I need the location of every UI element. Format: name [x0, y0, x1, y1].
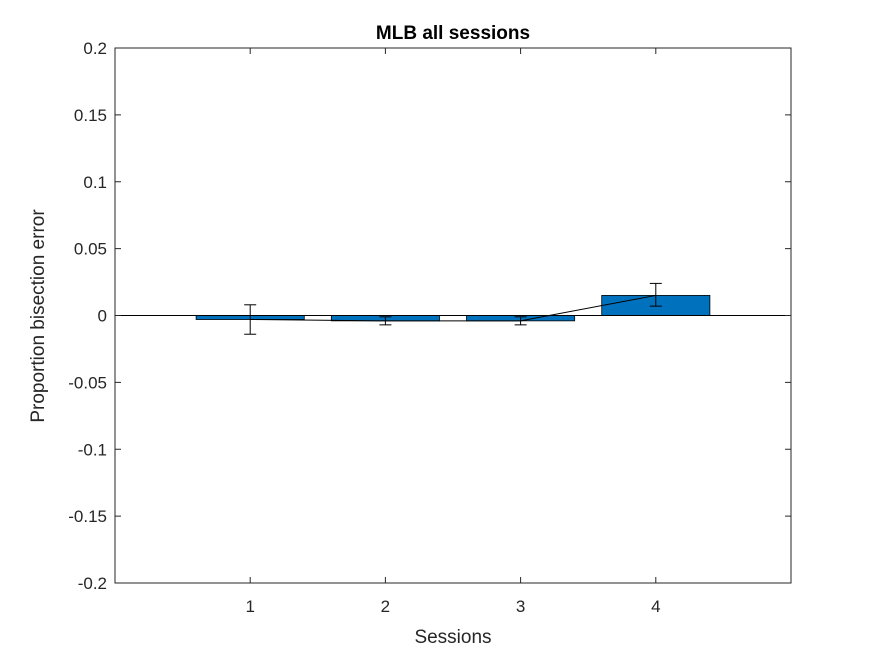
y-tick-label: 0.2	[83, 39, 107, 58]
trend-line	[250, 294, 656, 322]
error-bar-session-1	[244, 304, 257, 335]
error-bars-group	[244, 282, 662, 335]
y-tick-label: 0.1	[83, 173, 107, 192]
error-bar-session-3	[514, 316, 527, 326]
y-axis-ticks: 0.2 0.15 0.1 0.05 0 -0.05 -0.1 -0.15 -0.2	[68, 39, 791, 593]
x-axis-label: Sessions	[414, 627, 491, 648]
y-tick-label: -0.2	[78, 574, 107, 593]
error-bar-session-4	[649, 282, 662, 307]
x-tick-label: 3	[516, 597, 525, 616]
y-tick-label: -0.1	[78, 440, 107, 459]
error-bar-session-2	[379, 316, 392, 326]
y-tick-label: 0	[98, 307, 107, 326]
y-axis-label: Proportion bisection error	[28, 209, 49, 423]
y-tick-label: -0.05	[68, 373, 107, 392]
x-tick-label: 1	[245, 597, 254, 616]
chart-title: MLB all sessions	[376, 23, 530, 44]
x-tick-label: 4	[651, 597, 660, 616]
y-tick-label: 0.15	[74, 106, 107, 125]
trend-line-group	[250, 294, 656, 322]
x-axis-ticks: 1 2 3 4	[245, 48, 661, 616]
x-tick-label: 2	[381, 597, 390, 616]
y-tick-label: 0.05	[74, 240, 107, 259]
y-tick-label: -0.15	[68, 507, 107, 526]
